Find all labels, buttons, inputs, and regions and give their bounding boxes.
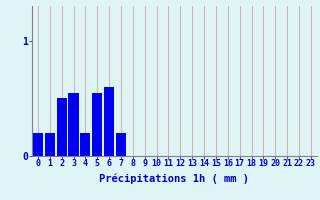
Bar xyxy=(57,98,67,156)
Bar xyxy=(92,93,102,156)
Bar xyxy=(116,133,126,156)
Bar xyxy=(104,87,114,156)
Bar xyxy=(68,93,79,156)
Bar xyxy=(45,133,55,156)
Bar xyxy=(33,133,43,156)
Bar xyxy=(80,133,91,156)
X-axis label: Précipitations 1h ( mm ): Précipitations 1h ( mm ) xyxy=(100,173,249,184)
